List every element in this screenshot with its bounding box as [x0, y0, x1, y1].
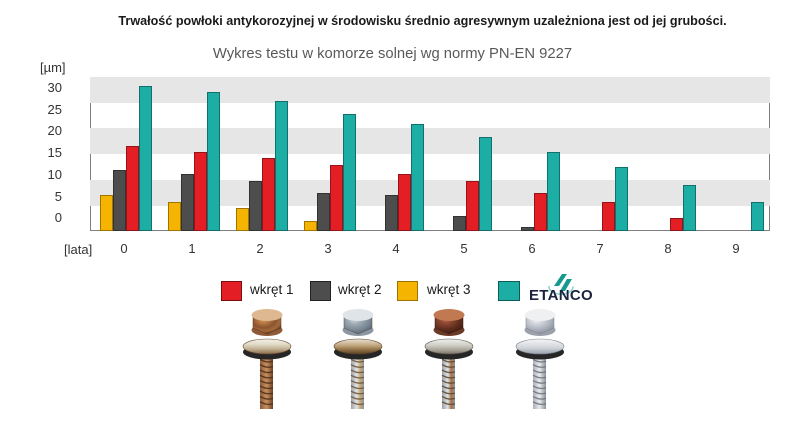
- svg-text:ETANCO: ETANCO: [529, 287, 593, 302]
